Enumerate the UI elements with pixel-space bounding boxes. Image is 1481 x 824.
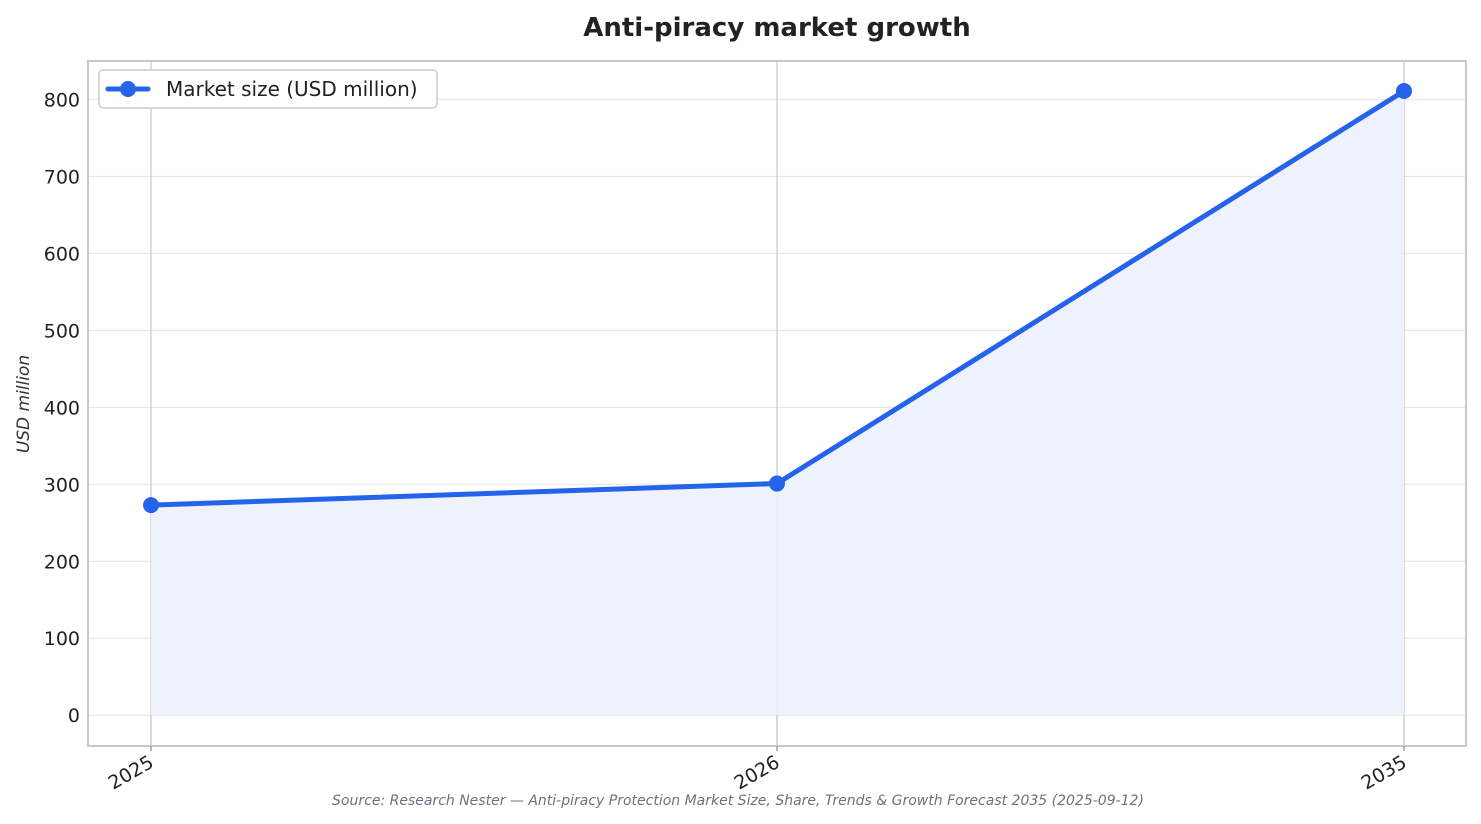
source-note: Source: Research Nester — Anti-piracy Pr… [332, 793, 1144, 809]
legend-box [98, 69, 438, 109]
legend: Market size (USD million) [98, 69, 438, 109]
y-tick-label: 600 [44, 243, 80, 265]
legend-marker-swatch [120, 81, 136, 97]
x-tick-label: 2026 [731, 751, 784, 794]
x-tick-label: 2035 [1358, 751, 1411, 794]
y-tick-label: 100 [44, 628, 80, 650]
y-tick-label: 200 [44, 551, 80, 573]
legend-label: Market size (USD million) [166, 77, 418, 101]
y-tick-label: 700 [44, 166, 80, 188]
data-point [769, 475, 785, 492]
y-tick-label: 500 [44, 320, 80, 342]
y-tick-label: 400 [44, 397, 80, 419]
y-tick-label: 800 [44, 89, 80, 111]
data-point [1396, 83, 1412, 100]
y-axis-label: USD million [14, 355, 34, 453]
chart-title: Anti-piracy market growth [583, 13, 971, 43]
data-point [143, 497, 159, 514]
y-tick-label: 300 [44, 474, 80, 496]
x-tick-label: 2025 [105, 751, 158, 794]
y-tick-label: 0 [68, 705, 80, 727]
series-area [151, 91, 1404, 716]
